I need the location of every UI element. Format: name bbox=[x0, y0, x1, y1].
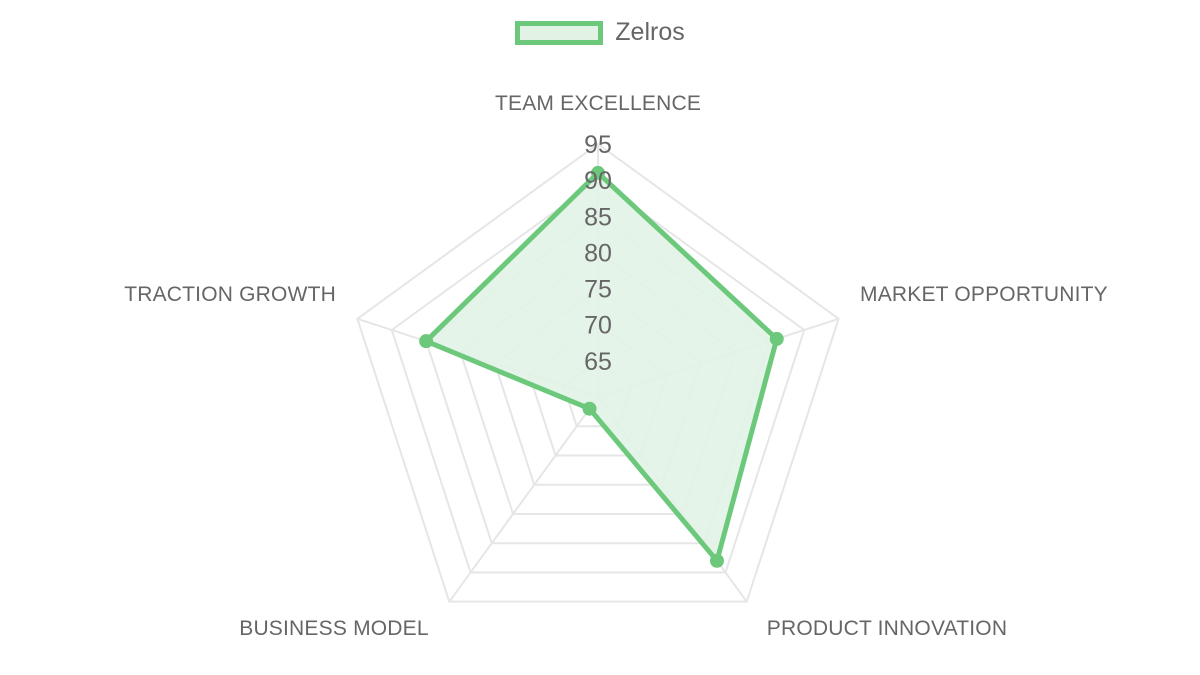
series-area-0 bbox=[423, 170, 780, 564]
spoke-3 bbox=[448, 396, 599, 603]
tick-label-65: 65 bbox=[584, 348, 612, 376]
legend-label[interactable]: Zelros bbox=[615, 18, 685, 46]
tick-label-95: 95 bbox=[584, 131, 612, 159]
axis-label-1: MARKET OPPORTUNITY bbox=[860, 283, 1108, 306]
grid-ring-95 bbox=[356, 142, 840, 603]
axis-label-4: TRACTION GROWTH bbox=[124, 283, 336, 306]
tick-label-80: 80 bbox=[584, 239, 612, 267]
data-point-0 bbox=[591, 165, 605, 180]
axis-label-0: TEAM EXCELLENCE bbox=[495, 92, 701, 115]
data-point-4 bbox=[419, 334, 434, 349]
tick-label-85: 85 bbox=[584, 203, 612, 231]
axis-label-2: PRODUCT INNOVATION bbox=[767, 617, 1007, 640]
axis-labels: TEAM EXCELLENCE MARKET OPPORTUNITY PRODUCT… bbox=[124, 92, 1108, 640]
grid-ring-90 bbox=[390, 178, 806, 574]
tick-label-75: 75 bbox=[584, 276, 612, 304]
data-point-2 bbox=[709, 553, 724, 568]
legend[interactable]: Zelros bbox=[0, 18, 1200, 47]
data-point-3 bbox=[582, 401, 597, 416]
legend-swatch[interactable] bbox=[515, 20, 604, 45]
axis-label-3: BUSINESS MODEL bbox=[239, 617, 429, 640]
tick-label-70: 70 bbox=[584, 312, 612, 340]
series-layer bbox=[419, 165, 784, 568]
data-point-1 bbox=[769, 331, 784, 346]
tick-labels: 65 70 75 80 85 90 95 bbox=[584, 131, 612, 376]
tick-label-90: 90 bbox=[584, 167, 612, 195]
